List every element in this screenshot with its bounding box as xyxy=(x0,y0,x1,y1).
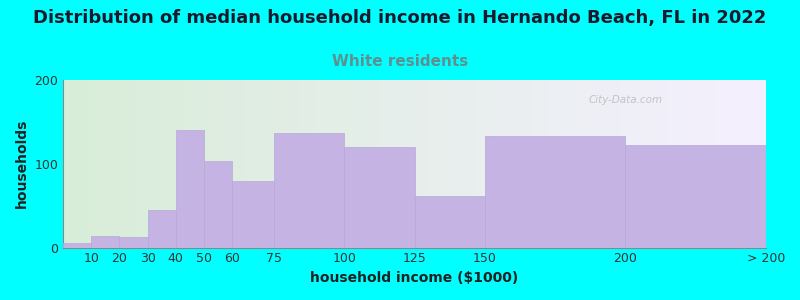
Bar xyxy=(176,130,204,247)
Text: White residents: White residents xyxy=(332,54,468,69)
Bar xyxy=(626,146,766,248)
Bar xyxy=(344,147,414,248)
Bar xyxy=(485,136,626,248)
Text: City-Data.com: City-Data.com xyxy=(588,95,662,105)
Bar xyxy=(119,237,147,248)
X-axis label: household income ($1000): household income ($1000) xyxy=(310,271,518,285)
Text: Distribution of median household income in Hernando Beach, FL in 2022: Distribution of median household income … xyxy=(34,9,766,27)
Bar xyxy=(274,133,344,248)
Bar xyxy=(63,243,91,247)
Bar xyxy=(147,210,176,248)
Bar xyxy=(204,161,232,248)
Bar xyxy=(232,181,274,248)
Bar xyxy=(414,196,485,247)
Bar xyxy=(91,236,119,248)
Y-axis label: households: households xyxy=(15,119,29,208)
